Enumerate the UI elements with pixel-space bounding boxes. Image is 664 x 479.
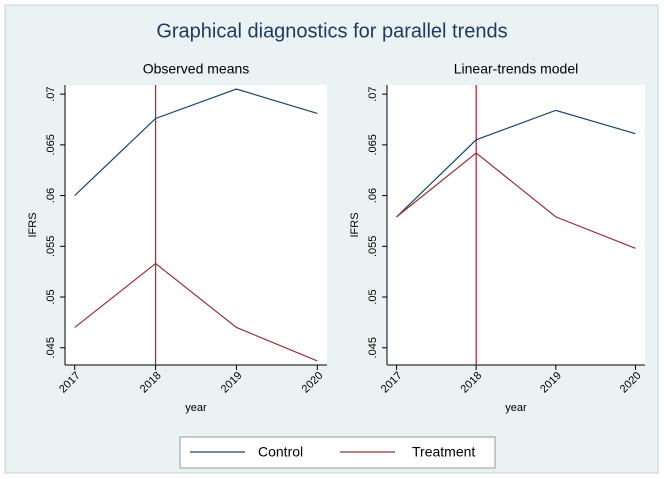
y-tick-label: .06 — [45, 188, 57, 203]
y-tick-label: .055 — [367, 236, 379, 257]
y-tick-label: .045 — [367, 337, 379, 358]
panel-title: Linear-trends model — [454, 61, 579, 77]
x-axis-label: year — [185, 402, 207, 414]
y-tick-label: .05 — [367, 289, 379, 304]
x-axis-label: year — [505, 402, 527, 414]
y-tick-label: .05 — [45, 289, 57, 304]
y-axis-label: IFRS — [27, 212, 39, 237]
y-tick-label: .045 — [45, 337, 57, 358]
series-line — [396, 152, 636, 249]
series-line — [74, 262, 318, 362]
series-line — [396, 109, 636, 218]
y-axis-label: IFRS — [349, 212, 361, 237]
y-tick-label: .07 — [367, 86, 379, 101]
plot-region — [387, 85, 645, 365]
chart-title: Graphical diagnostics for parallel trend… — [156, 20, 507, 42]
legend-label: Control — [258, 444, 303, 460]
y-tick-label: .06 — [367, 188, 379, 203]
y-tick-label: .065 — [45, 134, 57, 155]
y-tick-label: .07 — [45, 86, 57, 101]
legend-label: Treatment — [412, 444, 475, 460]
panel-title: Observed means — [143, 61, 250, 77]
y-tick-label: .065 — [367, 134, 379, 155]
y-tick-label: .055 — [45, 236, 57, 257]
plot-region — [65, 85, 327, 365]
series-line — [74, 88, 318, 197]
